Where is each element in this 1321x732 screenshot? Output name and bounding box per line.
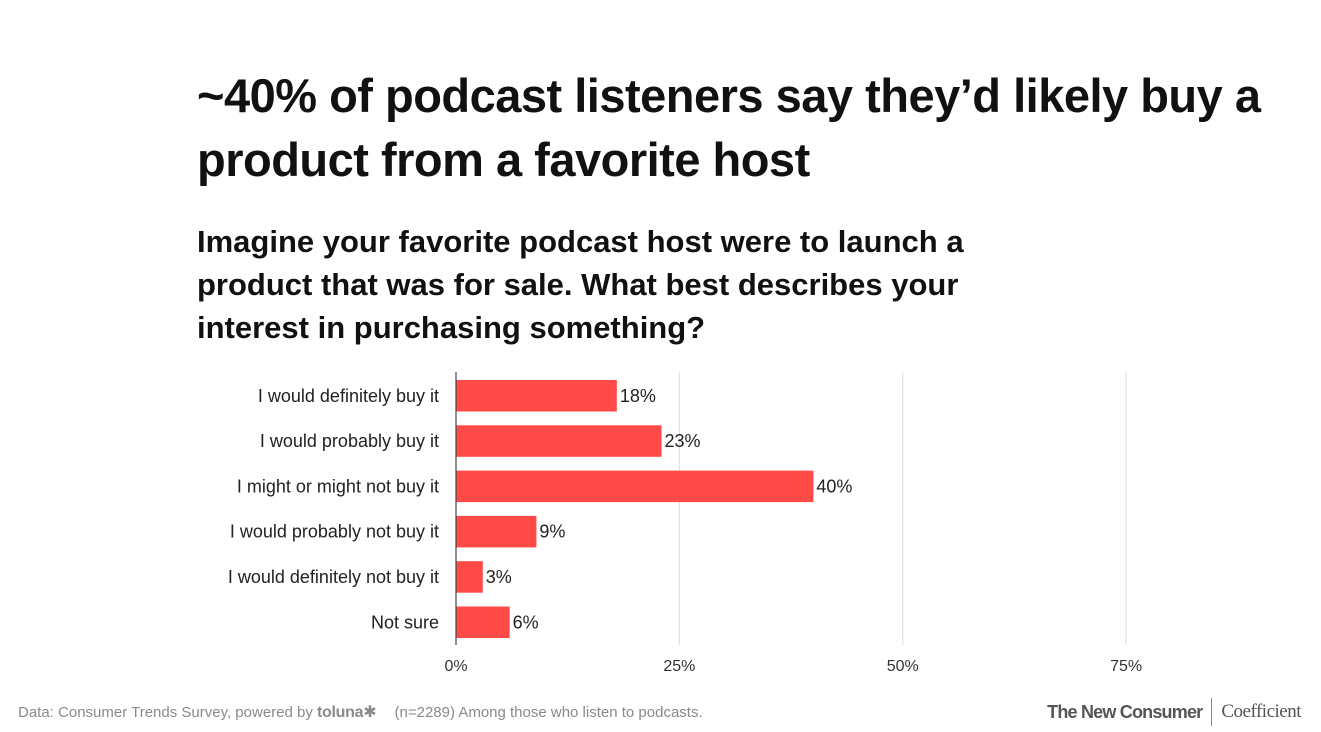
category-label: I would definitely not buy it: [228, 567, 439, 587]
bar: [456, 606, 510, 638]
survey-question: Imagine your favorite podcast host were …: [197, 224, 964, 345]
value-label: 3%: [486, 567, 512, 587]
bar: [456, 470, 814, 503]
value-label: 40%: [816, 476, 852, 496]
value-label: 18%: [620, 386, 656, 406]
sample-note: (n=2289) Among those who listen to podca…: [394, 704, 703, 721]
brand-logos: The New Consumer Coefficient: [1047, 697, 1301, 727]
value-label: 9%: [539, 522, 565, 542]
toluna-logo: toluna✱: [317, 704, 377, 721]
coefficient-logo: Coefficient: [1221, 701, 1301, 722]
x-tick-label: 0%: [444, 658, 467, 675]
the-new-consumer-logo: The New Consumer: [1047, 701, 1203, 722]
x-tick-label: 25%: [663, 658, 695, 675]
bar: [456, 515, 537, 548]
category-label: I would probably buy it: [260, 431, 439, 451]
value-label: 23%: [665, 431, 701, 451]
chart-title: ~40% of podcast listeners say they’d lik…: [197, 69, 1261, 186]
source-text: Data: Consumer Trends Survey, powered by: [18, 704, 313, 721]
bar: [456, 561, 483, 593]
source-footer: Data: Consumer Trends Survey, powered by…: [18, 702, 703, 722]
category-label: Not sure: [371, 612, 439, 632]
value-label: 6%: [513, 612, 539, 632]
bar-chart: I would definitely buy it 18% I would prob…: [228, 372, 1142, 675]
category-label: I might or might not buy it: [237, 476, 439, 496]
bar: [456, 425, 662, 457]
category-label: I would definitely buy it: [258, 386, 439, 406]
x-tick-label: 50%: [887, 658, 919, 675]
logo-divider: [1211, 698, 1213, 726]
x-tick-label: 75%: [1110, 658, 1142, 675]
category-label: I would probably not buy it: [230, 522, 439, 542]
bar: [456, 380, 617, 412]
